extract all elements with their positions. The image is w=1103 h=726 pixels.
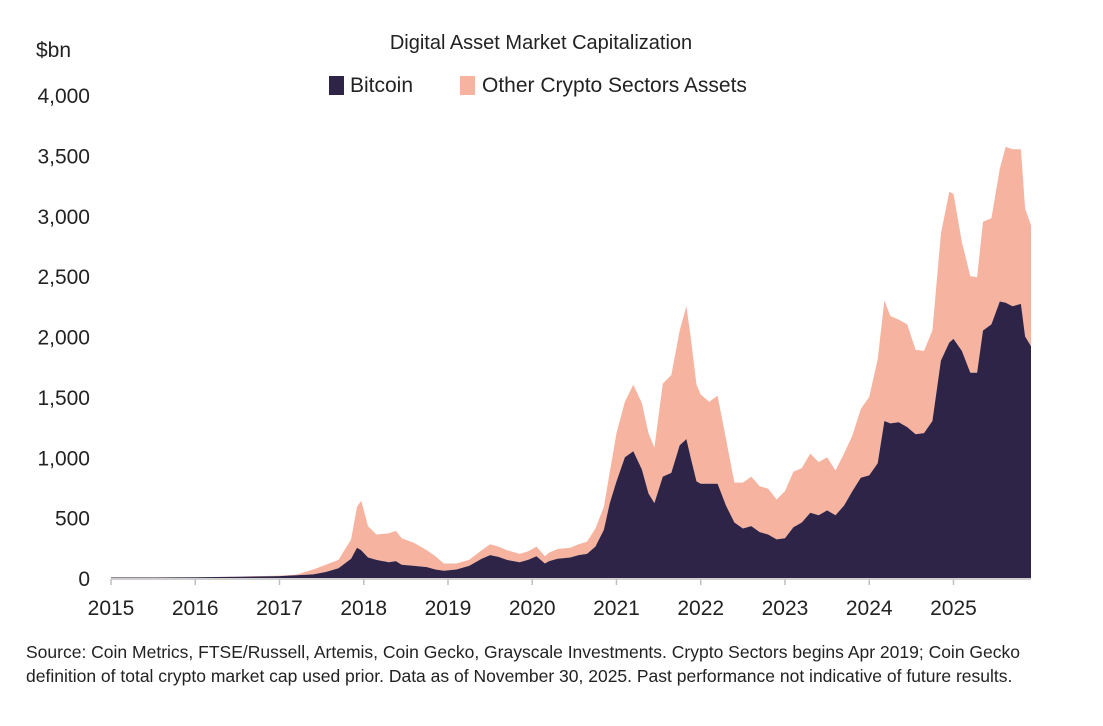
x-tick-label: 2021 xyxy=(593,597,640,620)
y-tick-label: 0 xyxy=(78,568,90,591)
x-tick-label: 2018 xyxy=(340,597,387,620)
y-tick-label: 3,500 xyxy=(37,145,90,168)
y-tick-label: 500 xyxy=(55,508,90,531)
y-tick-label: 3,000 xyxy=(37,206,90,229)
y-tick-label: 2,500 xyxy=(37,266,90,289)
y-axis: 0 500 1,000 1,500 2,000 2,500 3,000 3,500 4,000 xyxy=(37,85,90,591)
x-tick-label: 2016 xyxy=(172,597,219,620)
x-tick-label: 2023 xyxy=(762,597,809,620)
legend-swatch-other xyxy=(460,76,475,95)
source-note: Source: Coin Metrics, FTSE/Russell, Arte… xyxy=(26,642,1020,686)
legend-label-bitcoin: Bitcoin xyxy=(350,74,413,97)
chart-title: Digital Asset Market Capitalization xyxy=(390,32,692,54)
y-tick-label: 1,500 xyxy=(37,387,90,410)
legend: Bitcoin Other Crypto Sectors Assets xyxy=(329,74,747,97)
x-tick-label: 2025 xyxy=(930,597,977,620)
y-tick-label: 2,000 xyxy=(37,327,90,350)
area-bitcoin xyxy=(111,301,1031,578)
x-axis: 2015 2016 2017 2018 2019 2020 2021 2022 2023 2024… xyxy=(88,579,977,620)
x-tick-label: 2024 xyxy=(846,597,893,620)
y-tick-label: 4,000 xyxy=(37,85,90,108)
x-tick-label: 2020 xyxy=(509,597,556,620)
area-other-crypto xyxy=(111,146,1031,578)
y-tick-label: 1,000 xyxy=(37,447,90,470)
x-tick-label: 2017 xyxy=(256,597,303,620)
x-tick-label: 2015 xyxy=(88,597,135,620)
x-tick-label: 2022 xyxy=(677,597,724,620)
legend-swatch-bitcoin xyxy=(329,76,344,95)
y-axis-unit: $bn xyxy=(36,39,71,62)
legend-label-other: Other Crypto Sectors Assets xyxy=(482,74,747,97)
x-tick-label: 2019 xyxy=(425,597,472,620)
